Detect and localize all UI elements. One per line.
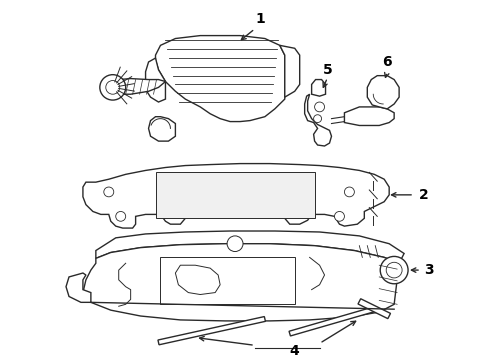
Circle shape	[315, 102, 324, 112]
Circle shape	[335, 211, 344, 221]
Text: 4: 4	[290, 344, 299, 358]
Polygon shape	[146, 58, 166, 102]
Text: 2: 2	[419, 188, 429, 202]
Polygon shape	[368, 76, 399, 109]
Polygon shape	[358, 299, 391, 319]
Polygon shape	[155, 36, 285, 122]
Circle shape	[344, 187, 354, 197]
Polygon shape	[155, 172, 315, 218]
Polygon shape	[66, 273, 91, 302]
Polygon shape	[83, 163, 389, 228]
Polygon shape	[305, 94, 332, 146]
Text: 1: 1	[255, 12, 265, 26]
Polygon shape	[289, 307, 375, 336]
Polygon shape	[83, 244, 399, 321]
Polygon shape	[158, 316, 266, 345]
Text: 5: 5	[322, 63, 332, 77]
Circle shape	[106, 81, 120, 94]
Circle shape	[314, 115, 321, 122]
Circle shape	[380, 256, 408, 284]
Text: 6: 6	[382, 55, 392, 69]
Circle shape	[386, 262, 402, 278]
Polygon shape	[109, 78, 166, 94]
Circle shape	[116, 211, 125, 221]
Polygon shape	[96, 231, 404, 263]
Polygon shape	[161, 257, 294, 304]
Polygon shape	[280, 45, 300, 97]
Polygon shape	[175, 265, 220, 294]
Polygon shape	[344, 107, 394, 126]
Circle shape	[227, 236, 243, 252]
Polygon shape	[148, 117, 175, 141]
Circle shape	[104, 187, 114, 197]
Polygon shape	[312, 80, 325, 96]
Text: 3: 3	[424, 263, 434, 277]
Circle shape	[100, 75, 125, 100]
